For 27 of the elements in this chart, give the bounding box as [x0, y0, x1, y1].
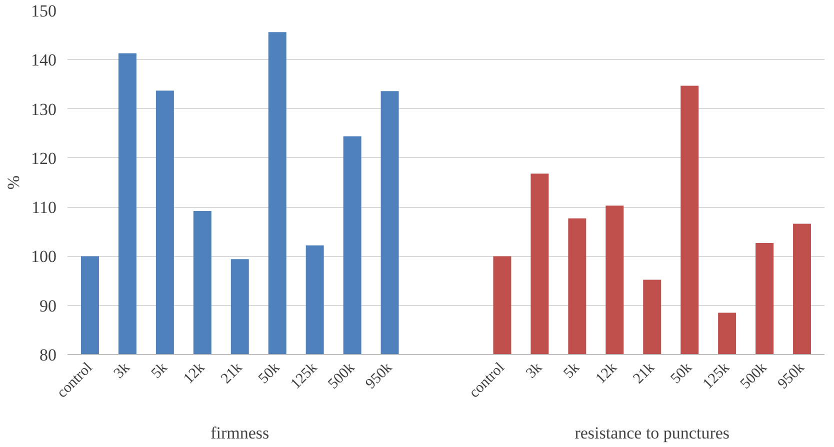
x-tick-label: 50k	[668, 359, 696, 388]
x-tick-label: 5k	[148, 359, 171, 382]
x-tick-label: 125k	[288, 359, 321, 392]
y-tick-label: 80	[40, 346, 56, 364]
x-tick-label: 50k	[256, 359, 284, 388]
x-tick-label: 500k	[738, 359, 771, 392]
x-tick-label: 5k	[560, 359, 584, 382]
x-tick-label: 950k	[775, 359, 808, 392]
text: resistance to punctures	[574, 424, 730, 442]
y-tick-label: 130	[31, 100, 56, 119]
x-tick-label: 3k	[523, 359, 546, 382]
x-tick-label: 21k	[630, 359, 658, 388]
x-tick-label: 21k	[218, 359, 246, 388]
x-tick-label: 500k	[325, 359, 358, 392]
y-tick-label: 150	[31, 2, 56, 20]
y-tick-label: 140	[31, 50, 56, 70]
x-tick-label: 3k	[111, 359, 134, 382]
y-tick-label: 120	[31, 148, 56, 168]
x-tick-label: 125k	[700, 359, 734, 392]
text: firmness	[210, 424, 270, 442]
x-tick-label: 12k	[180, 359, 208, 388]
y-tick-label: 110	[32, 198, 57, 218]
y-tick-label: 90	[40, 296, 56, 316]
x-tick-label: 12k	[593, 359, 621, 388]
y-axis-title: %	[4, 175, 23, 190]
x-tick-label: 950k	[362, 359, 396, 392]
y-tick-label: 100	[31, 247, 56, 266]
